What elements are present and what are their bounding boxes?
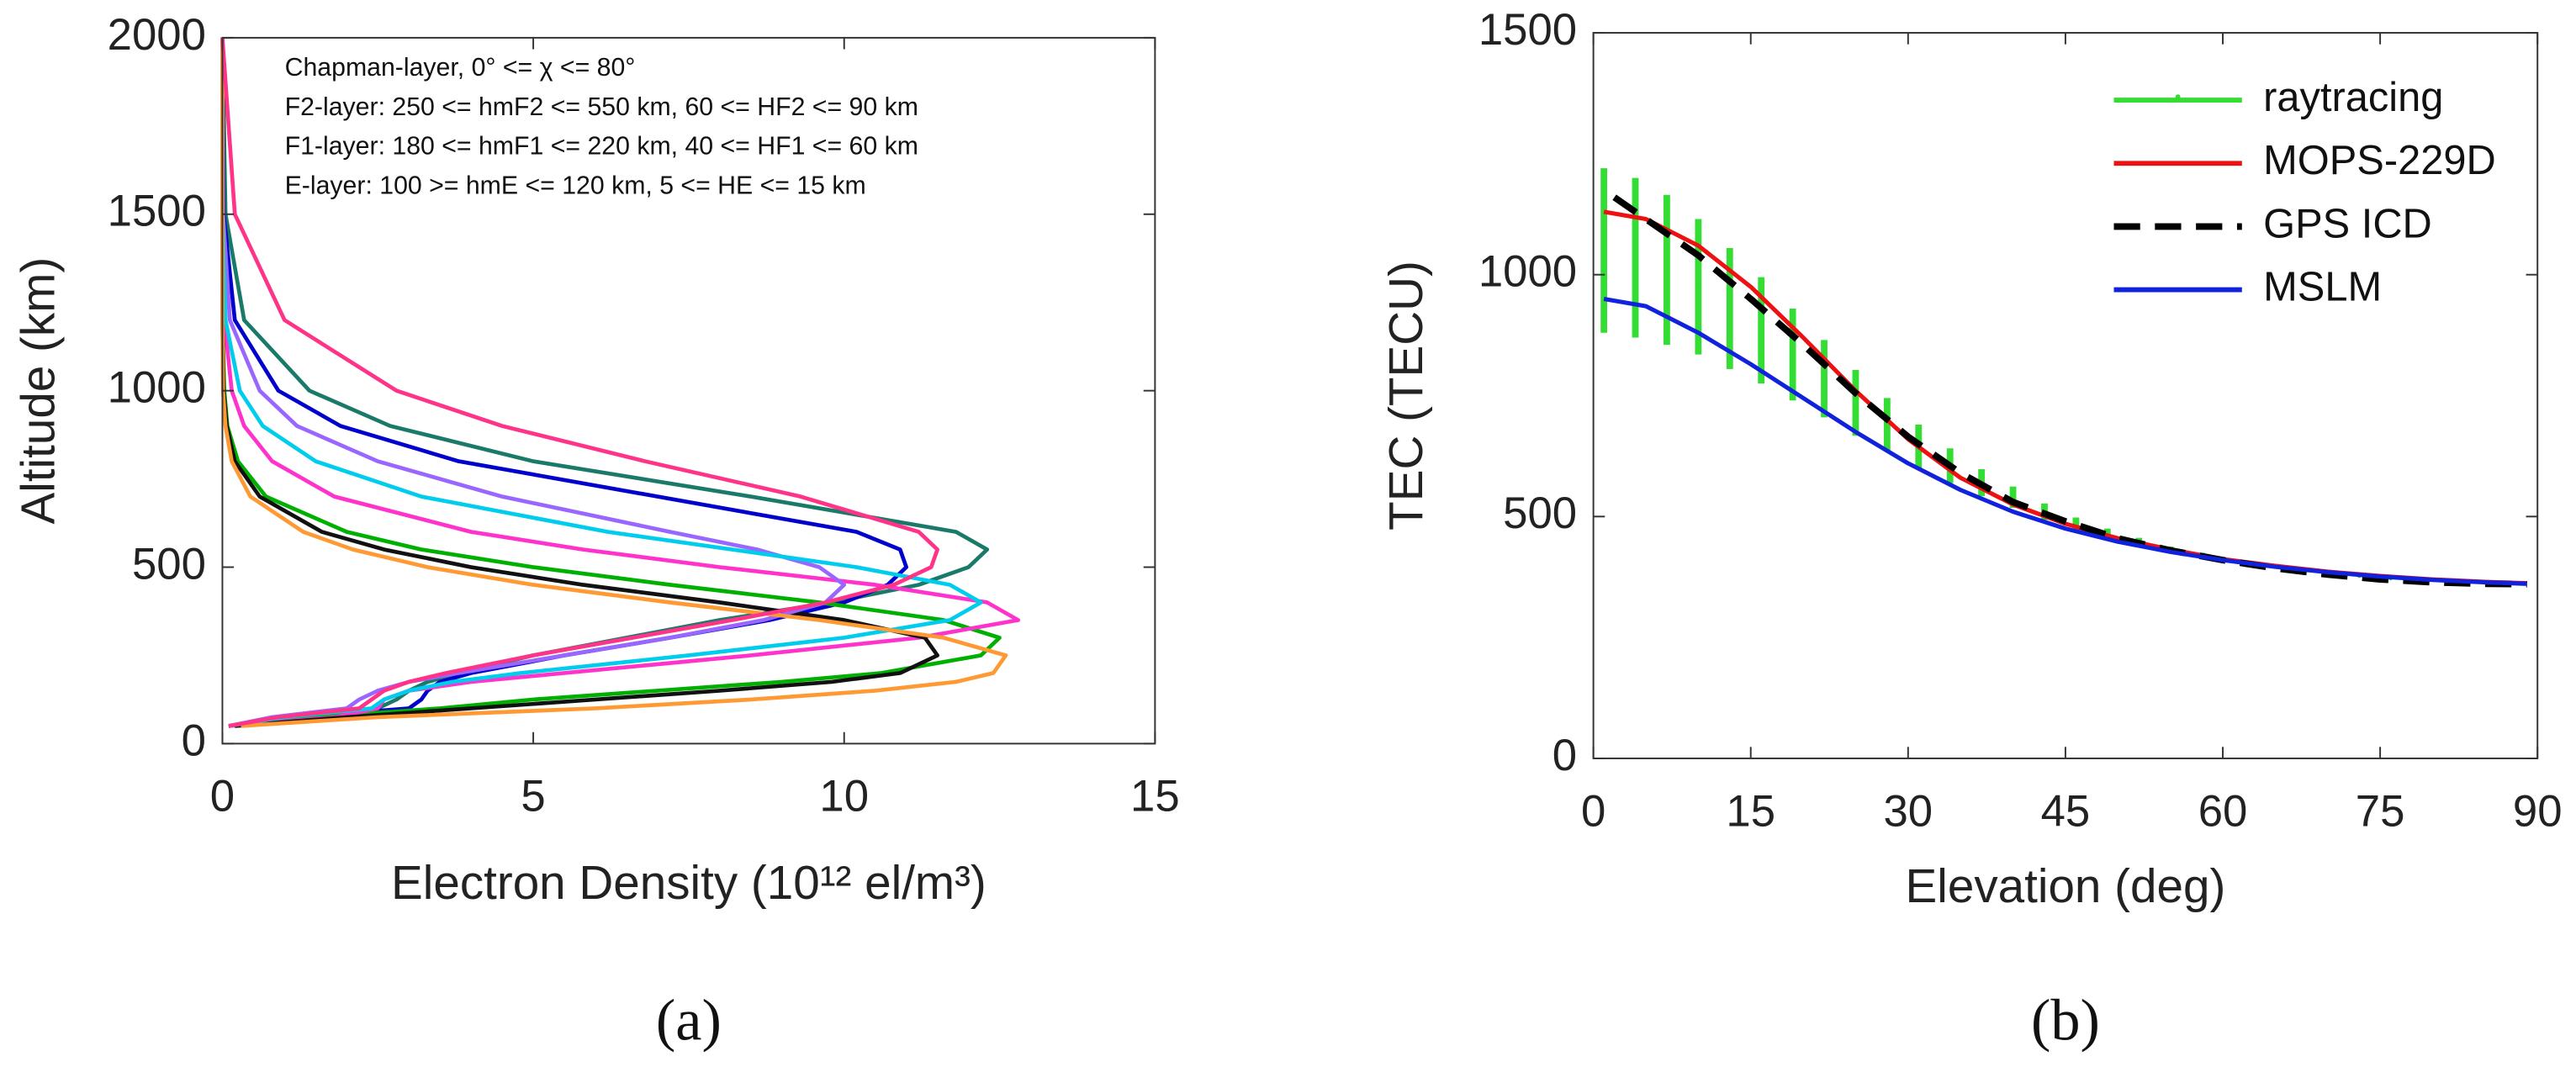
x-axis-label: Electron Density (10¹² el/m³) — [391, 856, 986, 909]
y-tick-label: 500 — [132, 539, 206, 589]
point — [1727, 306, 1732, 311]
y-tick-label: 1000 — [108, 363, 206, 413]
legend-label: MOPS-229D — [2263, 138, 2496, 183]
series-line — [220, 37, 939, 728]
y-tick-label: 0 — [182, 716, 206, 765]
y-tick-label: 2000 — [108, 10, 206, 60]
panel-label: (b) — [2031, 987, 2100, 1053]
legend-label: GPS ICD — [2263, 201, 2432, 246]
point — [1854, 400, 1858, 405]
x-tick-label: 90 — [2513, 786, 2563, 836]
y-tick-label: 1000 — [1478, 247, 1577, 297]
y-tick-label: 1500 — [108, 187, 206, 236]
series-line — [1612, 194, 2527, 588]
legend-label: MSLM — [2263, 264, 2382, 309]
annotation: E-layer: 100 >= hmE <= 120 km, 5 <= HE <… — [285, 172, 866, 200]
x-tick-label: 75 — [2356, 786, 2405, 836]
x-tick-label: 5 — [521, 772, 545, 821]
series-line — [220, 37, 983, 728]
y-tick-label: 0 — [1552, 731, 1577, 780]
point — [1822, 377, 1827, 381]
point — [1791, 352, 1795, 357]
point — [1759, 328, 1764, 333]
x-tick-label: 60 — [2198, 786, 2248, 836]
annotation: F2-layer: 250 <= hmF2 <= 550 km, 60 <= H… — [285, 93, 918, 121]
legend-marker — [2175, 94, 2181, 100]
x-axis-label: Elevation (deg) — [1906, 859, 2226, 912]
x-tick-label: 15 — [1726, 786, 1775, 836]
point — [1885, 422, 1890, 427]
legend-label: raytracing — [2263, 75, 2443, 120]
y-axis-label: Altitude (km) — [12, 257, 65, 525]
y-tick-label: 500 — [1503, 489, 1577, 538]
point — [1696, 284, 1701, 289]
series-line — [1603, 296, 2527, 586]
panel-label: (a) — [656, 987, 722, 1053]
y-tick-label: 1500 — [1478, 5, 1577, 55]
point — [1664, 267, 1669, 272]
point — [1601, 248, 1606, 253]
annotation: F1-layer: 180 <= hmF1 <= 220 km, 40 <= H… — [285, 133, 918, 161]
x-tick-label: 0 — [1581, 786, 1605, 836]
x-tick-label: 15 — [1130, 772, 1180, 821]
x-tick-label: 45 — [2041, 786, 2091, 836]
series-line — [220, 37, 1008, 728]
annotation: Chapman-layer, 0° <= χ <= 80° — [285, 54, 636, 82]
y-axis-label: TEC (TECU) — [1379, 261, 1432, 531]
x-tick-label: 30 — [1884, 786, 1933, 836]
x-tick-label: 10 — [819, 772, 869, 821]
x-tick-label: 0 — [210, 772, 235, 821]
series-line — [220, 37, 990, 728]
point — [1633, 256, 1637, 260]
series-line — [220, 37, 847, 728]
